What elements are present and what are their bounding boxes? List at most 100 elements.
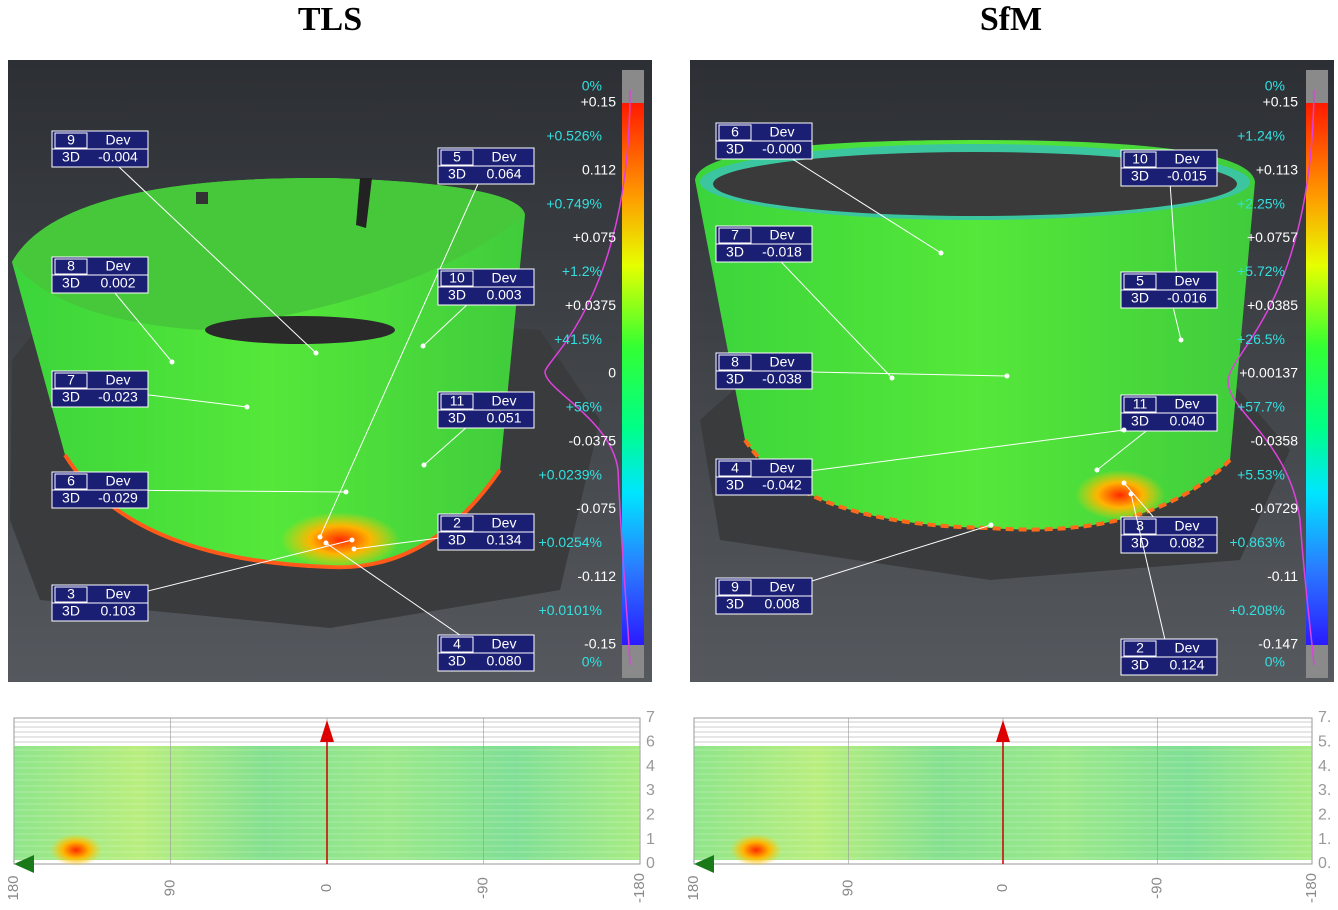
callout-head: Dev	[770, 579, 795, 595]
callout-head: Dev	[770, 354, 795, 370]
hot-spot	[730, 834, 782, 866]
callout-kind: 3D	[62, 603, 80, 619]
anchor-point	[1129, 492, 1134, 497]
callout-kind: 3D	[726, 371, 744, 387]
scale-percent: +1.24%	[1237, 128, 1285, 144]
callout-id: 2	[453, 515, 461, 531]
callout-kind: 3D	[448, 410, 466, 426]
callout-dev: -0.042	[762, 477, 802, 493]
callout-id: 8	[731, 354, 739, 370]
strip-x-label: 0	[318, 884, 335, 892]
anchor-point	[989, 523, 994, 528]
callout-dev: -0.029	[98, 490, 138, 506]
callout-kind: 3D	[1131, 413, 1149, 429]
callout-head: Dev	[1175, 640, 1200, 656]
callout-head: Dev	[492, 515, 517, 531]
scale-percent: +26.5%	[1237, 331, 1285, 347]
anchor-point	[318, 535, 323, 540]
callout-id: 5	[1136, 273, 1144, 289]
callout-kind: 3D	[726, 596, 744, 612]
scale-percent: +0.526%	[546, 128, 602, 144]
scale-value: +0.0385	[1247, 297, 1298, 313]
callout-id: 5	[453, 149, 461, 165]
scale-value: -0.11	[1267, 568, 1298, 584]
strip-y-label: 5.	[1318, 734, 1331, 751]
callout-kind: 3D	[1131, 657, 1149, 673]
scale-value: 0.112	[582, 161, 616, 177]
callout-id: 7	[731, 227, 739, 243]
scale-percent: +56%	[566, 399, 602, 415]
strip-y-label: 0.	[1318, 855, 1331, 872]
scale-value: -0.112	[577, 568, 616, 584]
callout-head: Dev	[106, 586, 131, 602]
strip-y-label: 4.	[1318, 758, 1331, 775]
panel-title: TLS	[298, 1, 362, 38]
scale-value: +0.0757	[1247, 229, 1298, 245]
callout-head: Dev	[106, 258, 131, 274]
callout-id: 11	[1133, 396, 1148, 412]
callout-head: Dev	[492, 270, 517, 286]
scale-percent: 0%	[1265, 654, 1285, 670]
scale-value: -0.0358	[1251, 432, 1299, 448]
strip-x-label: 180	[5, 875, 22, 900]
strip-y-label: 2	[646, 807, 655, 824]
callout-kind: 3D	[726, 141, 744, 157]
anchor-point	[939, 251, 944, 256]
callout-kind: 3D	[726, 477, 744, 493]
scale-cap	[622, 70, 644, 103]
anchor-point	[1179, 338, 1184, 343]
scale-percent: +0.0101%	[539, 602, 602, 618]
callout-dev: 0.103	[100, 603, 135, 619]
anchor-point	[245, 405, 250, 410]
anchor-point	[421, 344, 426, 349]
callout-head: Dev	[1175, 151, 1200, 167]
anchor-point	[314, 351, 319, 356]
callout-id: 4	[453, 636, 461, 652]
anchor-point	[352, 547, 357, 552]
anchor-point	[1122, 481, 1127, 486]
callout-dev: 0.008	[764, 596, 799, 612]
callout-dev: 0.082	[1169, 535, 1204, 551]
strip-x-label: 180	[685, 875, 702, 900]
scale-value: -0.0375	[569, 432, 617, 448]
scale-percent: +0.749%	[546, 195, 602, 211]
callout-dev: 0.134	[486, 532, 521, 548]
callout-head: Dev	[770, 227, 795, 243]
scale-value: +0.113	[1256, 161, 1298, 177]
callout-kind: 3D	[1131, 290, 1149, 306]
strip-x-label: 0	[994, 884, 1011, 892]
scale-value: +0.0375	[565, 297, 616, 313]
callout-head: Dev	[106, 132, 131, 148]
scale-percent: 0%	[582, 654, 602, 670]
callout-dev: 0.002	[100, 275, 135, 291]
anchor-point	[350, 538, 355, 543]
callout-id: 10	[1132, 151, 1148, 167]
anchor-point	[890, 376, 895, 381]
callout-id: 2	[1136, 640, 1144, 656]
anchor-point	[1095, 468, 1100, 473]
callout-kind: 3D	[62, 149, 80, 165]
strip-y-label: 7.	[1318, 709, 1331, 726]
strip-y-label: 3.	[1318, 782, 1331, 799]
figure: TLS SfM +0.150.112+0.075+0.03750-0.0375-…	[0, 0, 1338, 910]
callout-head: Dev	[492, 636, 517, 652]
scale-value: -0.147	[1258, 636, 1298, 652]
callout-head: Dev	[770, 460, 795, 476]
scale-cap	[622, 645, 644, 678]
callout-head: Dev	[492, 393, 517, 409]
strip-x-label: -90	[1148, 877, 1165, 899]
callout-id: 10	[449, 270, 465, 286]
anchor-point	[422, 463, 427, 468]
callout-head: Dev	[1175, 396, 1200, 412]
callout-id: 8	[67, 258, 75, 274]
callout-kind: 3D	[448, 653, 466, 669]
strip-y-label: 3	[646, 782, 655, 799]
callout-dev: -0.018	[762, 244, 802, 260]
callout-dev: 0.003	[486, 287, 521, 303]
callout-dev: -0.000	[762, 141, 802, 157]
strip-x-label: -90	[474, 877, 491, 899]
strip-y-label: 4	[646, 758, 655, 775]
callout-id: 6	[731, 124, 739, 140]
callout-kind: 3D	[448, 532, 466, 548]
callout-kind: 3D	[62, 275, 80, 291]
